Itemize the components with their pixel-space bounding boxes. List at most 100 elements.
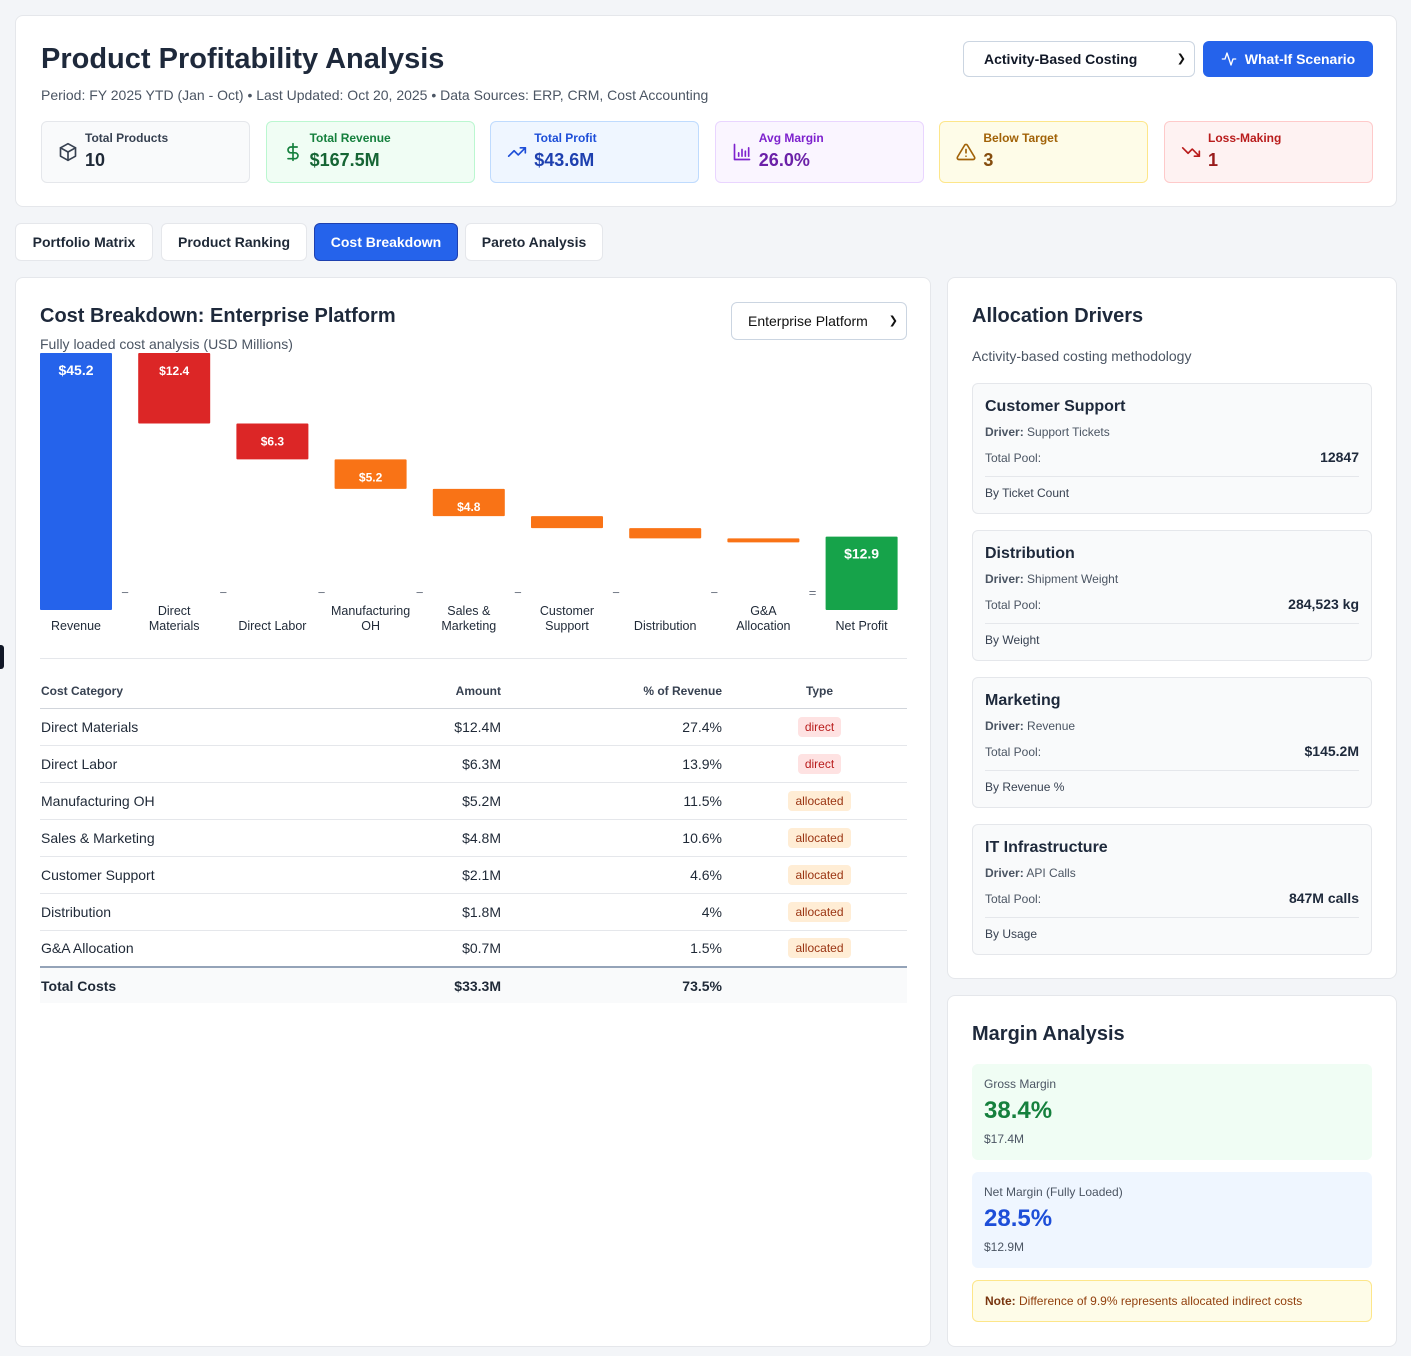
category-label: Revenue: [51, 619, 101, 633]
operator-label: −: [514, 585, 522, 600]
kpi-value: 3: [983, 150, 994, 170]
category-label: Direct Labor: [238, 619, 306, 633]
pool-label: Total Pool:: [985, 451, 1042, 465]
cell-amount: $4.8M: [370, 819, 501, 857]
type-badge: allocated: [788, 827, 851, 848]
total-row: Total Costs $33.3M 73.5%: [40, 966, 907, 1003]
kpi-value: $43.6M: [534, 150, 595, 170]
divider: [985, 917, 1359, 918]
warning-icon: [956, 143, 976, 161]
note-text: Difference of 9.9% represents allocated …: [1019, 1294, 1303, 1308]
col-pct-revenue: % of Revenue: [501, 674, 722, 709]
bar-value-label: $45.2: [58, 362, 93, 378]
category-label: Materials: [149, 619, 200, 633]
margin-note: Note: Difference of 9.9% represents allo…: [972, 1280, 1372, 1322]
trending-down-icon: [1181, 147, 1201, 157]
bar-value-label: $4.8: [457, 500, 481, 514]
category-label: G&A: [750, 604, 777, 618]
trending-up-icon: [508, 147, 527, 157]
cell-amount: $0.7M: [370, 930, 501, 968]
cell-pct: 1.5%: [501, 930, 722, 968]
category-label: Sales &: [447, 604, 491, 618]
bar-value-label: $1.8: [654, 539, 678, 553]
product-select[interactable]: Enterprise Platform ❯: [731, 302, 907, 340]
type-badge: direct: [797, 753, 842, 774]
type-badge: allocated: [788, 864, 851, 885]
cube-icon: [59, 142, 77, 162]
net-margin-box: Net Margin (Fully Loaded) 28.5% $12.9M: [972, 1172, 1372, 1268]
tab-product-ranking[interactable]: Product Ranking: [161, 223, 307, 261]
divider: [985, 770, 1359, 771]
margin-analysis-title: Margin Analysis: [972, 1023, 1125, 1045]
divider: [985, 623, 1359, 624]
pool-value: 12847: [1320, 449, 1359, 465]
kpi-card: Loss-Making 1: [1164, 121, 1373, 183]
table-row: Customer Support $2.1M 4.6% allocated: [40, 856, 907, 894]
bar: [40, 353, 112, 610]
tab-pareto-analysis[interactable]: Pareto Analysis: [465, 223, 603, 261]
allocation-drivers-title: Allocation Drivers: [972, 305, 1144, 327]
divider: [985, 476, 1359, 477]
kpi-label: Total Profit: [534, 131, 597, 145]
kpi-value: 26.0%: [758, 150, 810, 170]
header-card: Product Profitability Analysis Period: F…: [15, 15, 1397, 207]
edge-handle: [0, 645, 4, 669]
pool-label: Total Pool:: [985, 745, 1042, 759]
table-row: Manufacturing OH $5.2M 11.5% allocated: [40, 782, 907, 820]
activity-icon: [1221, 52, 1237, 66]
bar-value-label: $2.1: [555, 527, 579, 541]
type-badge: allocated: [788, 938, 851, 959]
allocation-drivers-subtitle: Activity-based costing methodology: [972, 348, 1192, 364]
bar: [825, 536, 898, 610]
driver-card: IT Infrastructure Driver: API Calls Total …: [972, 824, 1372, 955]
kpi-card: Total Revenue $167.5M: [265, 121, 475, 183]
type-badge: direct: [797, 716, 842, 737]
table-row: G&A Allocation $0.7M 1.5% allocated: [40, 930, 907, 968]
costing-method-select[interactable]: Activity-Based Costing ❯: [963, 41, 1195, 77]
operator-label: −: [318, 585, 326, 600]
cell-category: Sales & Marketing: [40, 819, 370, 857]
kpi-label: Loss-Making: [1208, 131, 1282, 145]
driver-card: Customer Support Driver: Support Tickets T…: [972, 383, 1372, 514]
kpi-label: Total Products: [85, 131, 169, 145]
tab-portfolio-matrix[interactable]: Portfolio Matrix: [15, 223, 153, 261]
operator-label: =: [809, 585, 817, 600]
page-title: Product Profitability Analysis: [41, 43, 445, 75]
margin-analysis-card: Margin Analysis Gross Margin 38.4% $17.4…: [947, 995, 1397, 1347]
note-label: Note:: [985, 1294, 1016, 1308]
what-if-scenario-button[interactable]: What-If Scenario: [1203, 41, 1373, 77]
gross-margin-box: Gross Margin 38.4% $17.4M: [972, 1064, 1372, 1160]
kpi-value: 10: [85, 150, 106, 170]
table-row: Direct Materials $12.4M 27.4% direct: [40, 708, 907, 746]
bar-value-label: $12.4: [159, 364, 189, 378]
operator-label: −: [711, 585, 719, 600]
cost-breakdown-card: Cost Breakdown: Enterprise Platform Full…: [15, 277, 931, 1347]
col-amount: Amount: [370, 674, 501, 709]
cell-pct: 13.9%: [501, 745, 722, 783]
allocation-method: By Revenue %: [985, 780, 1065, 794]
bar: [334, 459, 407, 489]
kpi-label: Below Target: [983, 131, 1058, 145]
bar: [236, 423, 309, 460]
tab-cost-breakdown[interactable]: Cost Breakdown: [314, 223, 458, 261]
table-row: Distribution $1.8M 4% allocated: [40, 893, 907, 931]
bar: [531, 516, 603, 529]
bar-chart-icon: [733, 143, 751, 161]
cell-pct: 4.6%: [501, 856, 722, 894]
kpi-card: Below Target 3: [939, 121, 1149, 183]
bar-value-label: $6.3: [261, 435, 285, 449]
cell-pct: 4%: [501, 893, 722, 931]
driver-value: API Calls: [1026, 866, 1076, 880]
col-type: Type: [722, 674, 907, 709]
operator-label: −: [416, 585, 424, 600]
cell-amount: $1.8M: [370, 893, 501, 931]
category-label: Allocation: [736, 619, 790, 633]
kpi-value: $167.5M: [309, 150, 380, 170]
dollar-icon: [286, 142, 299, 162]
driver-prefix: Driver:: [985, 572, 1024, 586]
pool-value: $145.2M: [1304, 743, 1359, 759]
driver-name: Distribution: [985, 545, 1075, 562]
kpi-label: Avg Margin: [758, 131, 824, 145]
type-badge: allocated: [788, 901, 851, 922]
bar-value-label: $5.2: [359, 470, 383, 484]
